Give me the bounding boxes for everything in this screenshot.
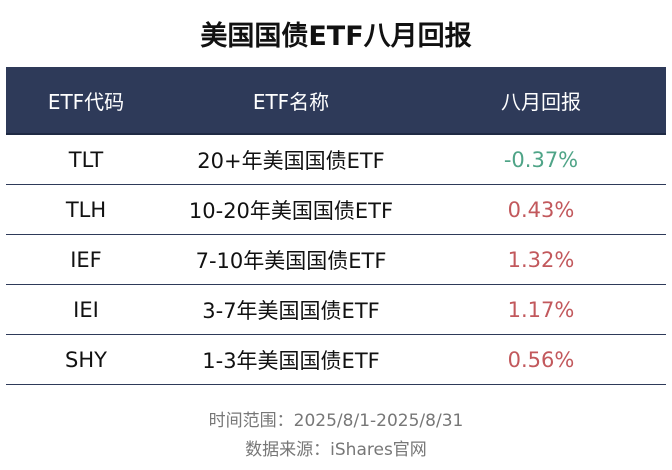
- table-row: TLH 10-20年美国国债ETF 0.43%: [6, 185, 666, 235]
- etf-name: 10-20年美国国债ETF: [188, 198, 394, 223]
- etf-code: IEF: [70, 247, 102, 272]
- table-header: ETF代码 ETF名称 八月回报: [6, 67, 666, 135]
- table: ETF代码 ETF名称 八月回报 TLT 20+年美国国债ETF -0.37% TLH…: [6, 67, 666, 385]
- etf-return: 1.17%: [507, 297, 575, 322]
- etf-code: IEI: [73, 297, 99, 322]
- column-header: 八月回报: [501, 89, 581, 114]
- title: 美国国债ETF八月回报: [200, 21, 472, 52]
- etf-code: SHY: [65, 347, 107, 372]
- table-body: TLT 20+年美国国债ETF -0.37% TLH 10-20年美国国债ETF 0.43…: [6, 135, 666, 385]
- table-row: TLT 20+年美国国债ETF -0.37%: [6, 135, 666, 185]
- table-row: IEF 7-10年美国国债ETF 1.32%: [6, 235, 666, 285]
- etf-return: 0.56%: [507, 347, 575, 372]
- table-row: SHY 1-3年美国国债ETF 0.56%: [6, 335, 666, 385]
- etf-return: 0.43%: [507, 197, 575, 222]
- etf-name: 1-3年美国国债ETF: [202, 348, 380, 373]
- source-note: 数据来源：iShares官网: [245, 440, 427, 460]
- etf-return: 1.32%: [507, 247, 575, 272]
- etf-return: -0.37%: [503, 147, 579, 172]
- column-header: ETF名称: [252, 89, 330, 114]
- period-note: 时间范围：2025/8/1-2025/8/31: [208, 411, 464, 431]
- etf-name: 3-7年美国国债ETF: [202, 298, 380, 323]
- etf-code: TLT: [68, 147, 104, 172]
- etf-code: TLH: [65, 197, 107, 222]
- etf-name: 20+年美国国债ETF: [197, 148, 385, 173]
- table-row: IEI 3-7年美国国债ETF 1.17%: [6, 285, 666, 335]
- column-header: ETF代码: [47, 89, 125, 114]
- etf-name: 7-10年美国国债ETF: [195, 248, 387, 273]
